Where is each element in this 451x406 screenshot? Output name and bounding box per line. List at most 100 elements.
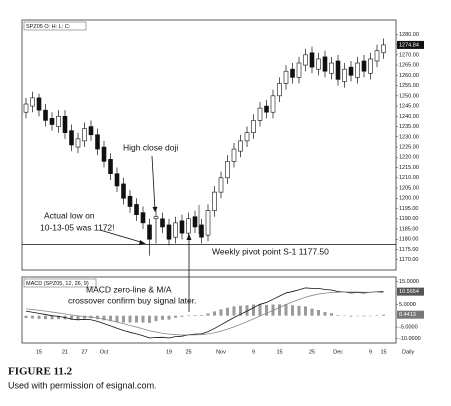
candle-body xyxy=(283,70,289,84)
histogram-bar xyxy=(102,315,106,321)
candle-body xyxy=(36,97,42,111)
candle-body xyxy=(290,68,295,78)
candle-body xyxy=(303,54,308,66)
histogram-bar xyxy=(232,306,236,316)
annotation: crossover confirm buy signal later. xyxy=(68,295,197,305)
arrow xyxy=(99,229,145,244)
x-tick-label: 21 xyxy=(62,349,68,355)
candle-body xyxy=(69,130,74,146)
annotation: High close doji xyxy=(123,142,178,152)
candle-body xyxy=(192,216,198,228)
candle-body xyxy=(374,50,380,62)
candle-body xyxy=(355,62,360,78)
candle-body xyxy=(199,224,204,238)
histogram-bar xyxy=(31,315,34,319)
x-tick-label: 15 xyxy=(276,349,282,355)
arrow xyxy=(151,155,156,211)
y-tick-label: 1175.00 xyxy=(399,247,418,253)
histogram-bar xyxy=(187,315,190,316)
histogram-bar xyxy=(239,305,242,316)
y-tick-label: 1260.00 xyxy=(399,73,419,79)
candle-body xyxy=(225,161,230,179)
candle-body xyxy=(329,62,334,74)
candle-body xyxy=(309,52,315,68)
candle-body xyxy=(361,60,367,72)
macd-panel xyxy=(21,276,397,344)
candle-body xyxy=(95,134,100,150)
x-tick-label: 27 xyxy=(81,349,87,355)
y-tick-label: -5.0000 xyxy=(399,325,418,331)
macd-title: MACD (SPZ05, 12, 26, 9) xyxy=(26,281,89,287)
histogram-bar xyxy=(252,304,255,316)
candle-body xyxy=(108,159,113,174)
x-tick-label: Nov xyxy=(216,349,226,355)
y-tick-label: 1220.00 xyxy=(399,155,419,161)
histogram-bar xyxy=(200,315,203,316)
histogram-bar xyxy=(167,315,171,320)
histogram-bar xyxy=(70,315,73,320)
candle-body xyxy=(335,60,341,80)
annotation: MACD zero-line & M/A xyxy=(86,284,172,294)
histogram-bar xyxy=(135,315,138,323)
x-tick-label: 25 xyxy=(309,349,315,355)
candle-body xyxy=(153,216,159,220)
candle-body xyxy=(231,148,237,162)
histogram-bar xyxy=(206,313,210,316)
histogram-bar xyxy=(330,313,333,316)
x-tick-label: 15 xyxy=(380,349,386,355)
candle-body xyxy=(212,191,217,211)
histogram-bar xyxy=(382,314,385,316)
candle-body xyxy=(244,132,250,142)
last-price-box xyxy=(397,40,424,49)
histogram-bar xyxy=(141,315,145,323)
y-tick-label: 1225.00 xyxy=(399,145,419,151)
candle-body xyxy=(30,97,35,107)
candle-body xyxy=(127,195,133,207)
histogram-bar xyxy=(349,315,353,317)
candle-body xyxy=(257,107,263,121)
last-value-label: 10.5654 xyxy=(399,289,419,295)
candle-body xyxy=(121,183,126,199)
candle-body xyxy=(134,204,139,215)
y-tick-label: 1245.00 xyxy=(399,104,419,110)
y-tick-label: 1280.00 xyxy=(399,32,419,38)
y-tick-label: 1270.00 xyxy=(399,52,419,58)
candle-body xyxy=(218,177,224,193)
x-tick-label: 9 xyxy=(369,349,372,355)
candle-body xyxy=(114,173,120,187)
candle-body xyxy=(270,95,276,113)
histogram-bar xyxy=(258,304,262,316)
y-tick-label: 1205.00 xyxy=(399,185,419,191)
y-tick-label: 1200.00 xyxy=(399,196,419,202)
y-tick-label: 1190.00 xyxy=(399,216,418,222)
arrow-head xyxy=(152,207,158,212)
arrow-head xyxy=(186,234,192,240)
candle-body xyxy=(238,140,243,152)
symbol-box xyxy=(23,21,87,31)
arrow-head xyxy=(139,240,146,245)
histogram-bar xyxy=(304,306,307,316)
y-tick-label: 1230.00 xyxy=(399,134,419,140)
symbol-label: SPZ05 O: H: L: C: xyxy=(26,24,71,30)
histogram-bar xyxy=(96,315,99,320)
candle-body xyxy=(62,116,68,134)
candle-body xyxy=(43,109,48,121)
histogram-bar xyxy=(284,304,288,316)
histogram-bar xyxy=(317,310,320,316)
y-tick-label: 1185.00 xyxy=(399,226,418,232)
y-tick-label: 1240.00 xyxy=(399,114,419,120)
histogram-bar xyxy=(115,315,119,322)
candle-body xyxy=(316,58,321,70)
histogram-bar xyxy=(375,315,379,316)
x-tick-label: 19 xyxy=(166,349,172,355)
histogram-bar xyxy=(278,304,281,316)
candle-body xyxy=(101,146,107,162)
pivot-label: Weekly pivot point S-1 1177.50 xyxy=(212,247,329,257)
candle-body xyxy=(322,56,328,72)
candle-body xyxy=(277,83,282,97)
last-price-label: 1274.84 xyxy=(399,42,419,48)
histogram-bar xyxy=(180,315,184,317)
last-value-box xyxy=(397,287,424,296)
